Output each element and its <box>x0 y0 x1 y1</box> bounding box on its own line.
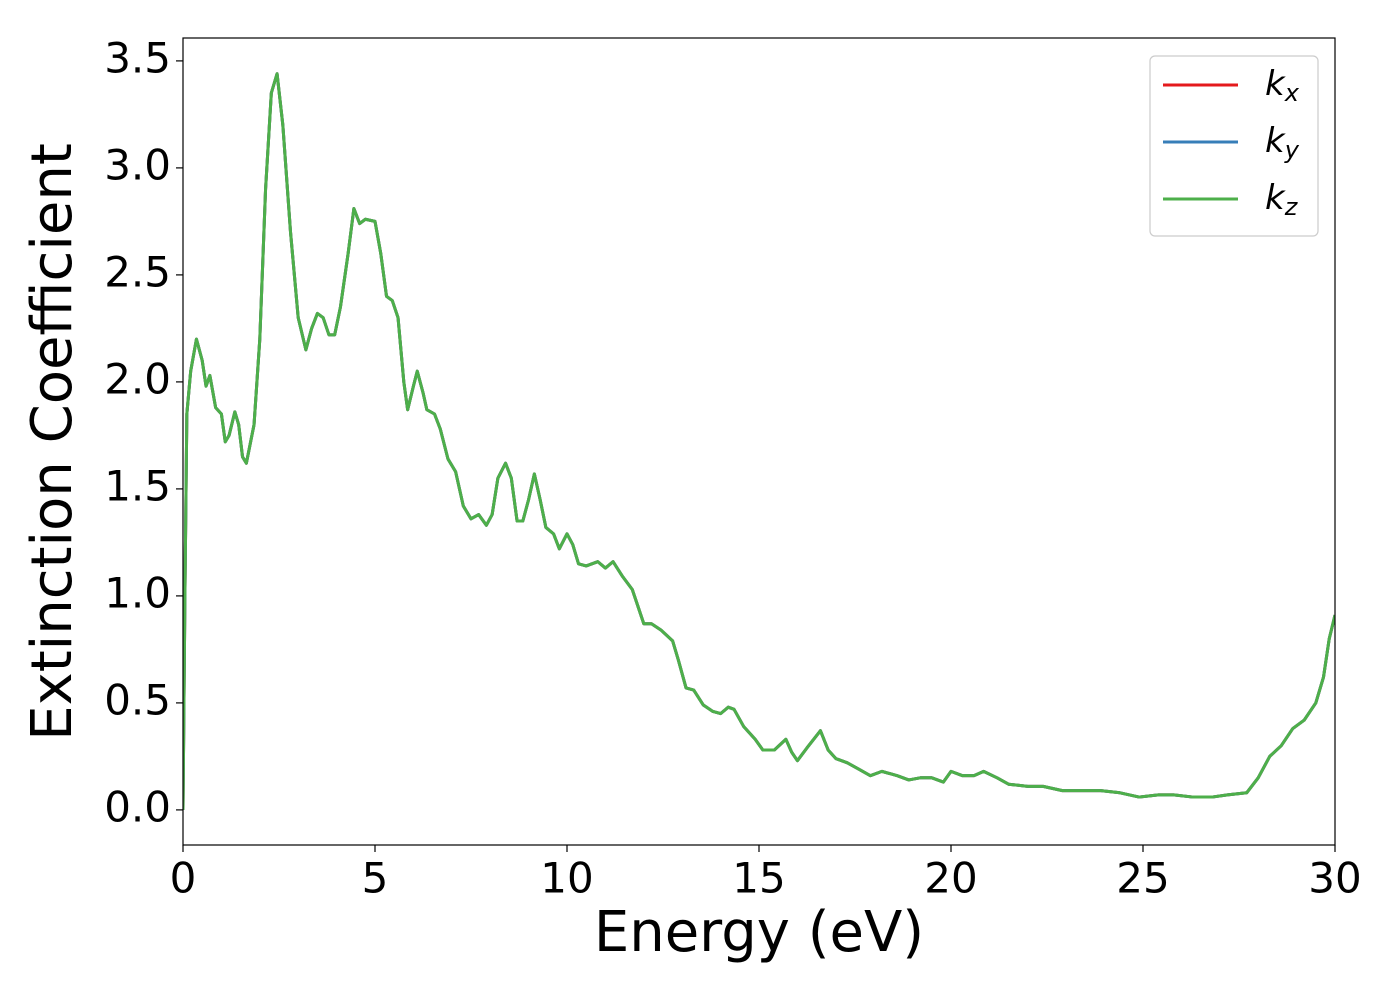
x-tick-label: 0 <box>170 854 197 903</box>
legend-label: kz <box>1265 178 1299 222</box>
y-tick-label: 2.0 <box>104 354 171 403</box>
x-tick-label: 5 <box>362 854 389 903</box>
legend-label: ky <box>1265 121 1300 165</box>
x-tick-label: 25 <box>1116 854 1169 903</box>
y-tick-label: 2.5 <box>104 247 171 296</box>
y-tick-label: 0.0 <box>104 782 171 831</box>
y-tick-label: 3.5 <box>104 33 171 82</box>
x-axis-label: Energy (eV) <box>594 900 924 965</box>
y-axis-label: Extinction Coefficient <box>20 143 85 741</box>
y-tick-label: 1.0 <box>104 568 171 617</box>
legend-label: kx <box>1265 64 1300 108</box>
x-tick-label: 20 <box>924 854 977 903</box>
y-tick-label: 1.5 <box>104 461 171 510</box>
plot-frame <box>182 37 1336 846</box>
y-tick-label: 3.0 <box>104 140 171 189</box>
x-tick-label: 30 <box>1308 854 1361 903</box>
x-tick-label: 15 <box>732 854 785 903</box>
legend-box <box>1149 55 1319 237</box>
x-tick-label: 10 <box>540 854 593 903</box>
y-tick-label: 0.5 <box>104 675 171 724</box>
data-line <box>183 72 1335 810</box>
